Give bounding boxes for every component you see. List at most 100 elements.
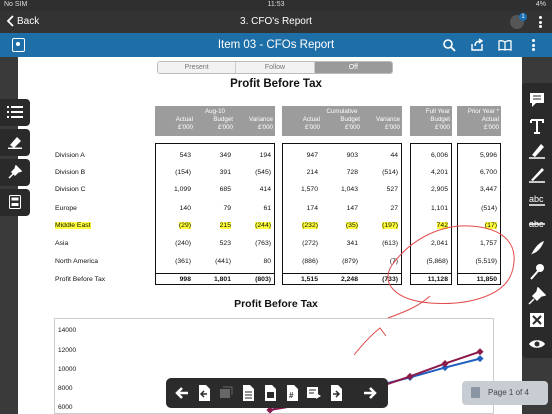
pen-icon[interactable] bbox=[528, 165, 546, 183]
calculator-tool[interactable] bbox=[0, 189, 30, 216]
arrow-right-icon[interactable] bbox=[362, 384, 378, 402]
pin-tool[interactable] bbox=[0, 159, 30, 186]
cell-value: (232) bbox=[302, 222, 318, 229]
annotation-toolbar: abc abc bbox=[522, 83, 552, 358]
eraser-tool[interactable] bbox=[0, 129, 30, 156]
cell-value: 998 bbox=[179, 276, 191, 283]
back-button[interactable]: Back bbox=[6, 15, 39, 27]
y-tick-label: 14000 bbox=[58, 327, 77, 334]
notifications-button[interactable]: 1 bbox=[510, 13, 527, 29]
cell-value: 1,101 bbox=[430, 205, 448, 212]
page-navigation-bar: # bbox=[166, 378, 388, 408]
cumulative-box bbox=[282, 143, 402, 285]
cell-value: 6,006 bbox=[430, 152, 448, 159]
text-icon[interactable] bbox=[528, 117, 546, 135]
bookmark-list-icon[interactable] bbox=[306, 384, 322, 402]
row-label: North America bbox=[55, 258, 99, 265]
clock-label: 11:53 bbox=[267, 1, 285, 8]
arrow-left-icon[interactable] bbox=[174, 384, 190, 402]
back-label: Back bbox=[17, 15, 40, 27]
row-label: Profit Before Tax bbox=[55, 276, 106, 283]
table-cell: 5,996 bbox=[463, 152, 497, 159]
mode-present[interactable]: Present bbox=[158, 62, 237, 73]
page-list-icon[interactable] bbox=[240, 384, 256, 402]
previous-section-icon[interactable] bbox=[218, 384, 234, 402]
table-cell: 1,801 bbox=[197, 276, 231, 283]
carrier-label: No SIM bbox=[4, 1, 28, 8]
cell-value: 1,570 bbox=[300, 186, 318, 193]
cell-value: 174 bbox=[306, 205, 318, 212]
more-vertical-icon[interactable] bbox=[532, 39, 535, 51]
total-divider bbox=[282, 273, 402, 274]
cell-value: 61 bbox=[263, 205, 271, 212]
month-label: Aug-10 bbox=[205, 108, 225, 115]
calculator-icon bbox=[9, 195, 21, 209]
cell-value: 2,041 bbox=[430, 240, 448, 247]
search-icon[interactable] bbox=[442, 38, 456, 52]
pushpin-icon[interactable] bbox=[528, 287, 546, 305]
cell-value: 391 bbox=[219, 169, 231, 176]
page-icon bbox=[471, 387, 480, 398]
table-cell: 11,128 bbox=[414, 276, 448, 283]
view-mode-switch: Present Follow Off bbox=[157, 61, 393, 74]
mode-follow[interactable]: Follow bbox=[236, 62, 315, 73]
more-options-icon[interactable] bbox=[539, 16, 542, 28]
status-bar: No SIM 11:53 4% bbox=[0, 0, 552, 11]
table-cell: 527 bbox=[364, 186, 398, 193]
quill-icon[interactable] bbox=[528, 239, 546, 257]
table-cell: 1,101 bbox=[414, 205, 448, 212]
col-actual: Actual bbox=[302, 116, 320, 123]
table-cell: 1,099 bbox=[157, 186, 191, 193]
comment-icon[interactable] bbox=[528, 91, 546, 109]
col-unit: £'000 bbox=[385, 124, 400, 131]
table-cell: (272) bbox=[284, 240, 318, 247]
share-icon[interactable] bbox=[470, 38, 484, 52]
first-page-icon[interactable] bbox=[196, 384, 212, 402]
go-to-page-icon[interactable]: # bbox=[284, 384, 300, 402]
table-cell: 728 bbox=[324, 169, 358, 176]
page-indicator[interactable]: Page 1 of 4 bbox=[462, 381, 548, 405]
cell-value: (17) bbox=[484, 222, 497, 229]
table-cell: 742 bbox=[414, 222, 448, 229]
table-cell: 27 bbox=[364, 205, 398, 212]
battery-label: 4% bbox=[535, 1, 546, 8]
eye-icon[interactable] bbox=[528, 335, 546, 353]
table-cell: 147 bbox=[324, 205, 358, 212]
marker-icon[interactable] bbox=[528, 263, 546, 281]
cell-value: 27 bbox=[390, 205, 398, 212]
table-cell: 414 bbox=[237, 186, 271, 193]
list-icon bbox=[7, 106, 23, 118]
delete-annotation-icon[interactable] bbox=[528, 311, 546, 329]
mode-off[interactable]: Off bbox=[314, 62, 392, 73]
col-unit: £'000 bbox=[435, 124, 450, 131]
book-icon[interactable] bbox=[498, 38, 512, 52]
table-cell: (154) bbox=[157, 169, 191, 176]
table-cell: (763) bbox=[237, 240, 271, 247]
highlighter-icon[interactable] bbox=[528, 141, 546, 159]
table-cell: 61 bbox=[237, 205, 271, 212]
table-cell: (733) bbox=[364, 276, 398, 283]
list-tool[interactable] bbox=[0, 99, 30, 126]
cell-value: 6,700 bbox=[479, 169, 497, 176]
document-icon[interactable] bbox=[12, 38, 25, 52]
cell-value: 341 bbox=[346, 240, 358, 247]
document-title: Item 03 - CFOs Report bbox=[217, 39, 335, 51]
table-cell: 174 bbox=[284, 205, 318, 212]
strikethrough-icon[interactable]: abc bbox=[528, 215, 546, 233]
table-cell: 685 bbox=[197, 186, 231, 193]
cell-value: (7) bbox=[389, 258, 398, 265]
notification-badge: 1 bbox=[519, 13, 527, 21]
table-cell: 140 bbox=[157, 205, 191, 212]
svg-text:abc: abc bbox=[529, 194, 544, 204]
table-cell: 543 bbox=[157, 152, 191, 159]
document-icon[interactable] bbox=[262, 384, 278, 402]
cell-value: (361) bbox=[175, 258, 191, 265]
total-divider bbox=[155, 273, 275, 274]
cell-value: (240) bbox=[175, 240, 191, 247]
table-cell: 80 bbox=[237, 258, 271, 265]
col-unit: £'000 bbox=[258, 124, 273, 131]
table-cell: (879) bbox=[324, 258, 358, 265]
underline-icon[interactable]: abc bbox=[528, 191, 546, 209]
next-page-icon[interactable] bbox=[328, 384, 344, 402]
full-year-header: Full Year Budget £'000 bbox=[410, 106, 452, 136]
